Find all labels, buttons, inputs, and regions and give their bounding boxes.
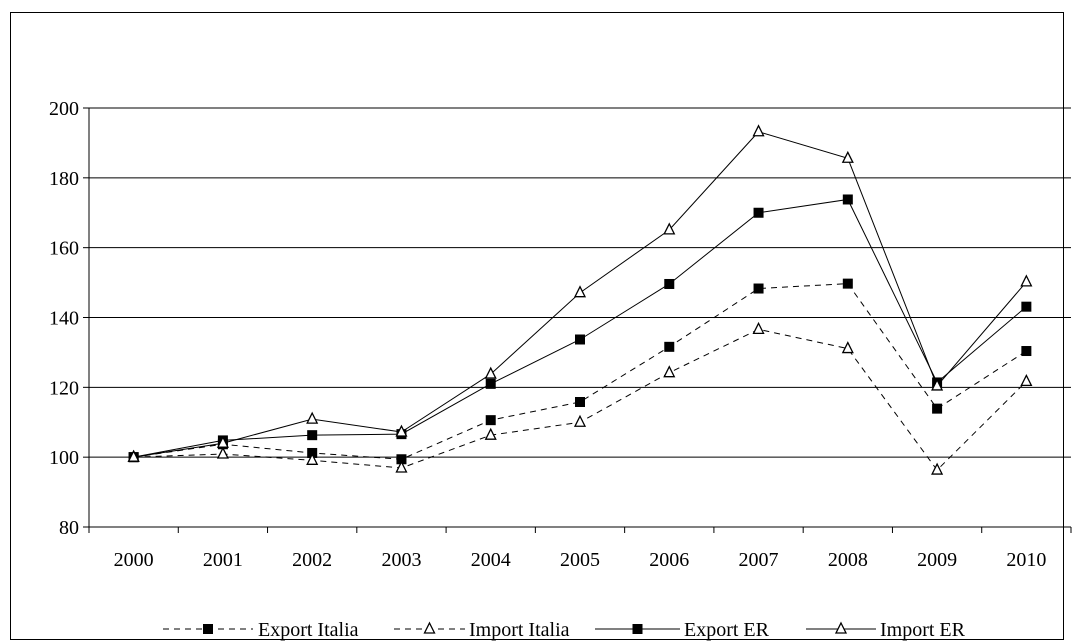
data-point [932,403,943,414]
data-point [664,341,675,352]
data-point [663,222,676,235]
y-tick-label: 100 [49,447,79,469]
x-tick-label: 2009 [917,549,957,571]
legend-label: Export Italia [258,619,359,641]
legend-marker [203,624,213,634]
series-group [127,124,1033,475]
x-tick-label: 2004 [471,549,511,571]
data-point [752,124,765,137]
legend-marker [423,621,436,634]
data-point [1021,301,1032,312]
data-point [573,414,587,427]
legend-label: Import ER [880,619,966,641]
gridlines [89,107,1071,458]
data-point [931,462,944,475]
data-point [842,278,853,289]
data-point [485,378,496,389]
data-point [307,430,318,441]
x-tick-label: 2003 [381,549,421,571]
data-point [752,321,765,335]
legend-item: Import Italia [394,619,570,641]
data-point [842,194,853,205]
x-tick-label: 2008 [828,549,868,571]
series-line [133,283,1027,460]
x-tick-label: 2005 [560,549,600,571]
data-point [396,454,407,465]
legend-marker [834,621,848,634]
data-point [841,150,854,163]
data-point [306,411,319,424]
series-import-er [127,124,1033,462]
data-point [931,378,944,391]
data-point [485,415,496,426]
y-tick-label: 140 [49,308,79,330]
legend-item: Export Italia [163,619,359,641]
legend-item: Import ER [806,619,966,641]
data-point [484,366,497,379]
y-tick-label: 80 [59,517,79,539]
y-tick-label: 120 [49,377,79,399]
x-tick-label: 2006 [649,549,689,571]
data-point [306,452,319,465]
data-point [216,435,229,448]
data-point [127,449,140,462]
data-point [1020,274,1033,287]
data-point [395,424,408,437]
data-point [753,207,764,218]
legend-marker [632,624,643,634]
x-tick-label: 2007 [739,549,779,571]
y-tick-labels: 80 100 120 140 160 180 200 [49,98,79,539]
data-point [575,334,585,345]
data-point [1021,346,1032,357]
series-export-italia [128,278,1032,465]
data-point [575,396,585,407]
x-tick-label: 2010 [1006,549,1046,571]
data-point [663,365,676,378]
data-point [1020,373,1033,387]
data-point [841,341,854,354]
legend-label: Import Italia [469,619,570,641]
legend-item: Export ER [595,619,770,641]
data-point [216,446,229,459]
x-tick-label: 2001 [203,549,243,571]
data-point [753,283,764,294]
axes [83,107,1072,533]
data-point [484,427,497,440]
data-point [664,278,675,289]
data-point [573,285,587,298]
chart-frame [10,12,1064,640]
y-tick-label: 160 [49,238,79,260]
y-tick-label: 200 [49,98,79,120]
y-tick-label: 180 [49,168,79,190]
legend: Export Italia Import Italia Export ER Impor… [163,619,966,641]
x-tick-label: 2000 [114,549,154,571]
x-tick-label: 2002 [292,549,332,571]
data-point [395,460,408,473]
x-tick-labels: 2000 2001 2002 2003 2004 2005 2006 2007 2008 2009… [114,549,1047,571]
legend-label: Export ER [684,619,770,641]
